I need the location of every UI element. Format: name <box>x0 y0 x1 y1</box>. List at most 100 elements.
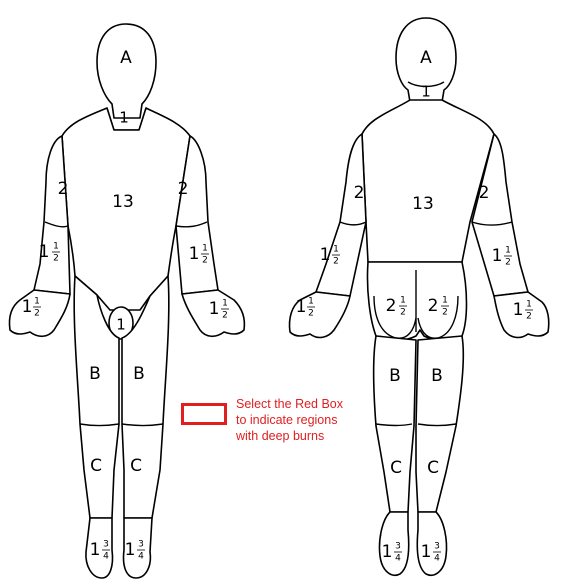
svg-text:1: 1 <box>202 244 208 254</box>
svg-text:2: 2 <box>526 312 532 322</box>
back-knee-seam-left <box>375 423 413 427</box>
front-figure <box>8 23 246 579</box>
back-left-leg <box>372 335 417 513</box>
svg-text:2: 2 <box>428 296 439 316</box>
front-right-foot <box>122 517 153 579</box>
back-thigh-left-label: B <box>389 366 401 386</box>
front-genital-label: 1 <box>116 316 126 334</box>
svg-text:2: 2 <box>333 257 339 267</box>
svg-text:3: 3 <box>103 540 109 550</box>
back-upper-arm-left-label: 2 <box>354 183 365 203</box>
back-knee-seam-right <box>417 423 457 427</box>
front-genital-region <box>108 306 134 340</box>
deep-burn-select-box[interactable] <box>181 403 227 425</box>
instruction-line-3: with deep burns <box>236 429 325 443</box>
back-buttock-right-label: 2 1 2 <box>428 296 449 318</box>
front-right-hand <box>181 289 246 338</box>
svg-text:1: 1 <box>320 245 331 265</box>
svg-text:2: 2 <box>53 254 59 264</box>
svg-text:1: 1 <box>222 299 228 309</box>
front-knee-seam-right <box>121 423 164 427</box>
front-neck-label: 1 <box>119 109 129 127</box>
svg-text:1: 1 <box>526 300 532 310</box>
back-right-leg <box>415 335 465 513</box>
back-upper-arm-right-label: 2 <box>479 183 490 203</box>
svg-text:1: 1 <box>53 242 59 252</box>
front-forearm-right-label: 1 1 2 <box>189 244 209 266</box>
back-trunk-label: 13 <box>412 194 434 214</box>
svg-text:4: 4 <box>434 554 440 564</box>
svg-text:2: 2 <box>308 309 314 319</box>
front-foot-left-label: 1 3 4 <box>90 540 110 562</box>
svg-text:1: 1 <box>382 542 393 562</box>
svg-text:1: 1 <box>189 244 200 264</box>
back-leg-right-label: C <box>427 458 439 478</box>
front-forearm-left-label: 1 1 2 <box>39 242 60 264</box>
back-thigh-right-label: B <box>431 366 443 386</box>
svg-text:1: 1 <box>125 540 136 560</box>
svg-text:2: 2 <box>400 308 406 318</box>
front-head-label: A <box>120 48 132 68</box>
back-left-arm <box>315 133 367 297</box>
back-head-label: A <box>420 48 432 68</box>
front-left-hand <box>8 289 71 338</box>
svg-text:2: 2 <box>386 296 397 316</box>
back-right-foot <box>416 511 448 576</box>
svg-text:1: 1 <box>209 299 220 319</box>
front-upper-arm-right-label: 2 <box>178 179 189 199</box>
back-leg-left-label: C <box>390 458 402 478</box>
svg-text:1: 1 <box>296 297 307 317</box>
instruction-text: Select the Red Box to indicate regions w… <box>236 396 376 444</box>
instruction-line-2: to indicate regions <box>236 413 338 427</box>
svg-text:1: 1 <box>333 245 339 255</box>
front-left-leg <box>73 275 120 519</box>
front-upper-arm-left-label: 2 <box>58 179 69 199</box>
svg-text:4: 4 <box>138 552 144 562</box>
svg-text:2: 2 <box>442 308 448 318</box>
back-foot-right-label: 1 3 4 <box>421 542 441 564</box>
front-hand-left-label: 1 1 2 <box>22 297 41 319</box>
svg-text:1: 1 <box>442 296 448 306</box>
svg-text:1: 1 <box>308 297 314 307</box>
svg-text:1: 1 <box>421 542 432 562</box>
back-left-foot <box>378 511 410 576</box>
svg-text:1: 1 <box>400 296 406 306</box>
back-buttock-left-label: 2 1 2 <box>386 296 407 318</box>
back-hand-left-label: 1 1 2 <box>296 297 315 319</box>
svg-text:1: 1 <box>39 242 50 262</box>
back-forearm-right-label: 1 1 2 <box>492 246 512 268</box>
back-trunk <box>361 99 495 263</box>
back-figure <box>288 17 550 576</box>
front-leg-right-label: C <box>130 456 142 476</box>
svg-text:3: 3 <box>395 542 401 552</box>
front-foot-right-label: 1 3 4 <box>125 540 145 562</box>
back-buttocks <box>366 261 468 342</box>
back-foot-left-label: 1 3 4 <box>382 542 402 564</box>
back-hand-right-label: 1 1 2 <box>513 300 533 322</box>
svg-text:1: 1 <box>513 300 524 320</box>
svg-text:4: 4 <box>103 552 109 562</box>
back-left-elbow-seam <box>339 221 367 226</box>
svg-text:2: 2 <box>505 258 511 268</box>
svg-text:1: 1 <box>492 246 503 266</box>
front-trunk-label: 13 <box>112 192 134 212</box>
back-left-hand <box>288 291 351 339</box>
back-forearm-left-label: 1 1 2 <box>320 245 340 267</box>
svg-text:3: 3 <box>138 540 144 550</box>
front-right-elbow-seam <box>175 221 208 228</box>
back-neck-label: 1 <box>421 83 431 101</box>
instruction-line-1: Select the Red Box <box>236 397 344 411</box>
front-thigh-right-label: B <box>133 364 145 384</box>
svg-text:2: 2 <box>34 309 40 319</box>
back-right-elbow-seam <box>471 221 513 226</box>
svg-text:1: 1 <box>34 297 40 307</box>
front-hand-right-label: 1 1 2 <box>209 299 229 321</box>
svg-text:3: 3 <box>434 542 440 552</box>
front-knee-seam-left <box>79 423 120 427</box>
svg-text:2: 2 <box>222 311 228 321</box>
svg-text:1: 1 <box>90 540 101 560</box>
svg-text:1: 1 <box>505 246 511 256</box>
back-right-hand <box>493 291 550 339</box>
